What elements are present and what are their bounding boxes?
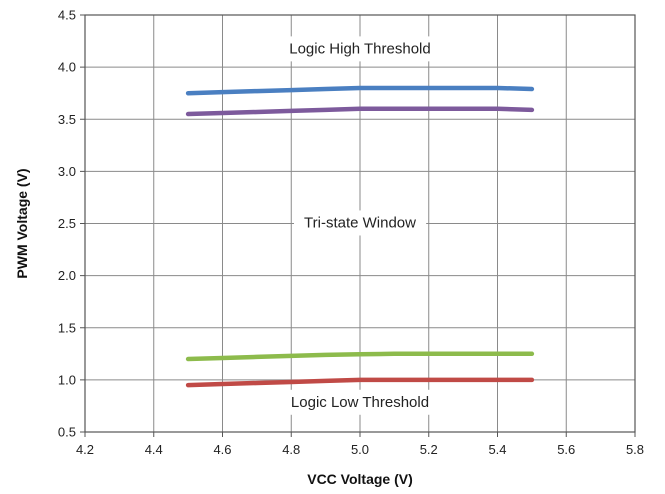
x-tick-label: 4.8 <box>282 442 300 457</box>
x-tick-label: 4.2 <box>76 442 94 457</box>
series-line-3 <box>185 351 535 362</box>
x-tick-label: 4.6 <box>213 442 231 457</box>
y-tick-label: 0.5 <box>58 425 76 440</box>
y-tick-label: 4.5 <box>58 8 76 23</box>
x-tick-label: 5.0 <box>351 442 369 457</box>
annotation-background <box>280 389 440 415</box>
annotation-label: Tri-state Window <box>304 214 416 231</box>
y-tick-label: 1.5 <box>58 320 76 335</box>
y-tick-label: 1.0 <box>58 372 76 387</box>
annotation-background <box>279 36 441 62</box>
annotation-label: Logic Low Threshold <box>291 394 429 411</box>
y-tick-label: 2.5 <box>58 216 76 231</box>
y-tick-label: 2.0 <box>58 268 76 283</box>
x-tick-label: 5.4 <box>488 442 506 457</box>
x-tick-label: 5.6 <box>557 442 575 457</box>
annotation-label: Logic High Threshold <box>289 40 430 57</box>
series-line-2 <box>185 106 535 117</box>
plot-frame <box>84 14 636 433</box>
grid-lines <box>80 14 636 437</box>
series-line-4 <box>185 377 535 388</box>
data-series <box>185 85 535 388</box>
x-tick-label: 4.4 <box>145 442 163 457</box>
series-line-1 <box>185 85 535 96</box>
annotation-background <box>294 210 427 236</box>
y-tick-label: 3.5 <box>58 112 76 127</box>
y-tick-label: 4.0 <box>58 60 76 75</box>
y-axis-title: PWM Voltage (V) <box>14 168 30 278</box>
y-tick-labels: 0.5 1.0 1.5 2.0 2.5 3.0 3.5 4.0 4.5 <box>58 8 76 440</box>
x-tick-label: 5.8 <box>626 442 644 457</box>
x-tick-labels: 4.2 4.4 4.6 4.8 5.0 5.2 5.4 5.6 5.8 <box>76 442 644 457</box>
x-axis-title: VCC Voltage (V) <box>307 471 413 487</box>
x-tick-label: 5.2 <box>420 442 438 457</box>
annotations: Logic High Threshold Tri-state Window Logi… <box>279 36 441 415</box>
y-tick-label: 3.0 <box>58 164 76 179</box>
